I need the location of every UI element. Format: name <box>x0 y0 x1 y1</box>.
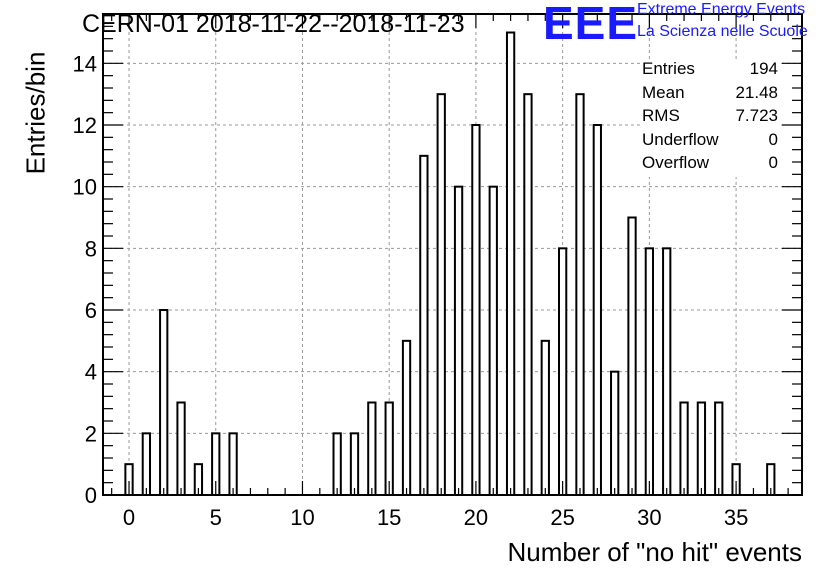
stats-box: Entries 194 Mean 21.48 RMS 7.723 Underfl… <box>642 59 778 177</box>
logo-line-2: La Scienza nelle Scuole <box>637 23 808 40</box>
stat-value: 7.723 <box>735 106 778 125</box>
plot-frame <box>102 13 803 496</box>
stat-row-mean: Mean 21.48 <box>642 83 778 107</box>
histogram-bar <box>523 93 533 497</box>
x-axis-label: Number of "no hit" events <box>507 537 803 567</box>
histogram-bar <box>627 216 637 496</box>
stat-row-underflow: Underflow 0 <box>642 130 778 154</box>
histogram-bar <box>592 124 602 496</box>
histogram-bar <box>714 401 724 496</box>
y-tick-label: 8 <box>85 236 97 261</box>
stat-label: Overflow <box>642 153 710 172</box>
stat-label: Mean <box>642 82 685 102</box>
histogram-bar <box>453 185 464 497</box>
stat-value: 0 <box>768 129 778 149</box>
histogram-bar <box>471 124 481 496</box>
eee-logo: EEE <box>543 0 639 49</box>
histogram-bar <box>644 247 655 496</box>
histogram-bar <box>488 185 498 497</box>
stat-row-rms: RMS 7.723 <box>642 106 778 130</box>
histogram-bar <box>367 401 377 496</box>
y-tick-label: 12 <box>73 113 97 138</box>
y-tick-label: 14 <box>73 51 97 76</box>
y-tick-label: 10 <box>73 175 97 200</box>
y-tick-label: 6 <box>85 298 97 323</box>
stat-value: 21.48 <box>735 82 778 102</box>
histogram-bar <box>159 309 169 496</box>
y-axis-label: Entries/bin <box>20 51 51 175</box>
chart-title: CERN-01 2018-11-22--2018-11-23 <box>82 10 465 38</box>
x-tick-label: 10 <box>290 505 314 530</box>
histogram-bar <box>419 154 429 496</box>
histogram-bar <box>557 247 568 496</box>
x-tick-label: 15 <box>377 505 401 530</box>
y-tick-label: 4 <box>85 360 97 385</box>
histogram-bar <box>679 401 689 496</box>
x-tick-label: 5 <box>210 505 222 530</box>
x-tick-label: 35 <box>724 505 748 530</box>
histogram-bar <box>505 31 516 496</box>
stat-label: Entries <box>642 59 695 78</box>
histogram-bar <box>141 432 152 497</box>
stat-label: Underflow <box>642 129 719 149</box>
stat-row-entries: Entries 194 <box>642 59 778 83</box>
histogram-bar <box>401 339 412 497</box>
stat-value: 194 <box>749 59 778 78</box>
histogram-bar <box>228 432 238 497</box>
stat-label: RMS <box>642 106 680 125</box>
histogram-bar <box>176 401 186 496</box>
x-tick-label: 25 <box>550 505 574 530</box>
x-tick-label: 20 <box>464 505 488 530</box>
histogram-bar <box>662 247 672 496</box>
x-tick-label: 30 <box>637 505 661 530</box>
y-tick-label: 0 <box>85 483 97 508</box>
histogram-bar <box>696 401 707 496</box>
histogram-bar <box>540 339 550 497</box>
y-tick-label: 2 <box>85 421 97 446</box>
histogram-bar <box>436 93 446 497</box>
histogram-bar <box>610 370 620 496</box>
histogram-bar <box>349 432 360 497</box>
logo-line-1: Extreme Energy Events <box>637 1 806 18</box>
stat-value: 0 <box>768 153 778 172</box>
axis-ticks: 0 5 10 15 20 25 30 35 0 2 4 6 8 10 12 14 <box>73 13 802 530</box>
stat-row-overflow: Overflow 0 <box>642 153 778 177</box>
histogram-bar <box>332 432 342 497</box>
x-tick-label: 0 <box>123 505 135 530</box>
histogram-bar <box>575 93 585 497</box>
